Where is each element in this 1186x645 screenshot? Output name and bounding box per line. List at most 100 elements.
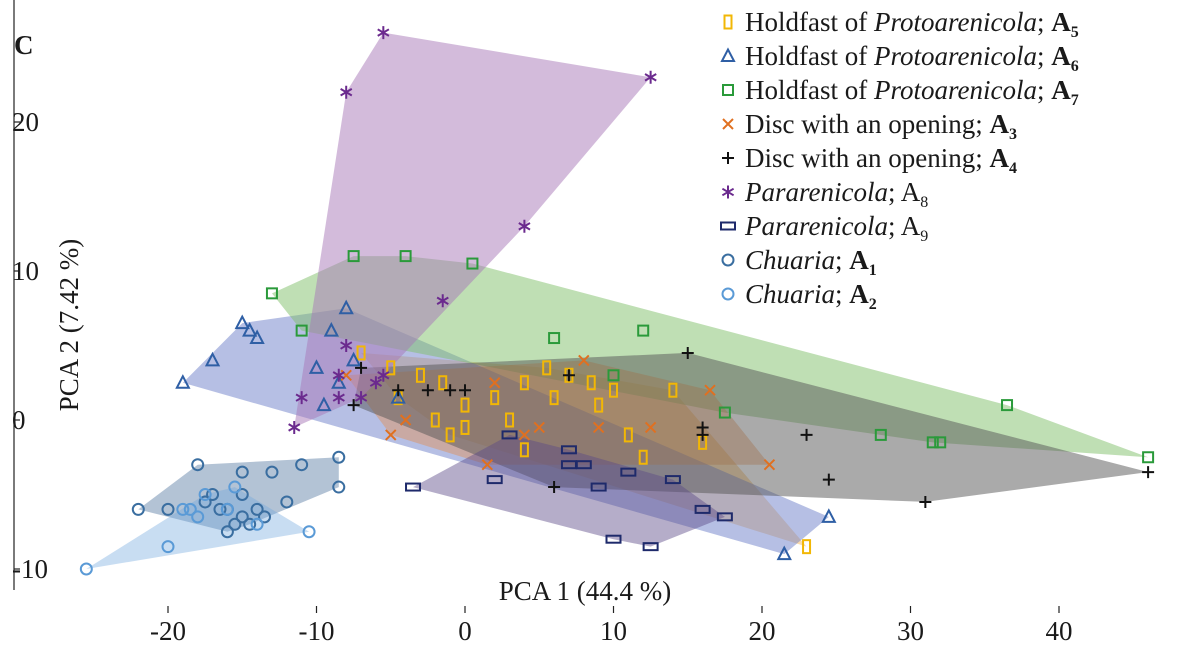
hull-A1 bbox=[138, 457, 339, 532]
point-A6 bbox=[390, 388, 406, 404]
point-A7 bbox=[295, 324, 308, 337]
hull-A8 bbox=[294, 32, 651, 428]
point-A2 bbox=[161, 540, 175, 554]
point-A7 bbox=[1142, 451, 1155, 464]
point-A4 bbox=[1142, 466, 1155, 479]
point-A3 bbox=[481, 458, 493, 471]
point-A6 bbox=[234, 314, 250, 330]
point-A7 bbox=[718, 406, 731, 419]
legend-marker-A3 bbox=[722, 118, 734, 130]
point-A4 bbox=[355, 361, 368, 374]
point-A9 bbox=[590, 482, 607, 492]
point-A1 bbox=[235, 465, 249, 479]
point-A3 bbox=[399, 414, 412, 426]
point-A9 bbox=[501, 430, 518, 440]
x-tick-label: 10 bbox=[600, 616, 627, 645]
point-A5 bbox=[460, 419, 470, 435]
point-A8 bbox=[340, 85, 353, 99]
point-A2 bbox=[198, 488, 212, 501]
point-A9 bbox=[575, 460, 592, 470]
point-A8 bbox=[332, 391, 345, 405]
point-A9 bbox=[664, 475, 681, 485]
point-A4 bbox=[681, 346, 694, 359]
point-A5 bbox=[460, 397, 470, 413]
point-A3 bbox=[533, 421, 545, 434]
point-A1 bbox=[228, 517, 242, 531]
point-A2 bbox=[176, 502, 190, 516]
point-A5 bbox=[542, 360, 552, 376]
legend-label-A7: Holdfast of Protoarenicola; A7 bbox=[745, 75, 1079, 109]
point-A3 bbox=[763, 458, 776, 471]
hull-A7 bbox=[272, 256, 1149, 458]
point-A4 bbox=[421, 384, 434, 397]
point-A6 bbox=[821, 508, 837, 523]
legend-label-A2: Chuaria; A2 bbox=[745, 279, 877, 313]
legend-label-A5: Holdfast of Protoarenicola; A5 bbox=[745, 7, 1079, 41]
point-A9 bbox=[642, 542, 659, 552]
point-A7 bbox=[399, 250, 412, 263]
x-tick-label: -10 bbox=[299, 616, 335, 645]
point-A6 bbox=[316, 396, 332, 412]
point-A7 bbox=[607, 369, 620, 382]
series-A9 bbox=[405, 430, 733, 552]
hull-A2 bbox=[86, 487, 310, 569]
legend-item-A5: Holdfast of Protoarenicola; A5 bbox=[723, 7, 1079, 41]
point-A4 bbox=[347, 399, 360, 412]
point-A4 bbox=[444, 384, 457, 397]
point-A7 bbox=[265, 287, 278, 300]
point-A2 bbox=[302, 525, 316, 539]
point-A3 bbox=[644, 421, 657, 434]
point-A5 bbox=[549, 390, 559, 406]
legend-label-A1: Chuaria; A1 bbox=[745, 245, 877, 279]
point-A2 bbox=[183, 502, 197, 516]
point-A5 bbox=[438, 375, 448, 391]
legend-label-A8: Pararenicola; A8 bbox=[744, 177, 928, 211]
point-A1 bbox=[235, 510, 249, 524]
point-A1 bbox=[295, 458, 309, 472]
x-tick-label: 0 bbox=[458, 616, 472, 645]
point-A1 bbox=[206, 488, 220, 501]
x-tick-label: 30 bbox=[897, 616, 924, 645]
point-A3 bbox=[385, 429, 397, 441]
point-A8 bbox=[332, 368, 345, 382]
legend-label-A6: Holdfast of Protoarenicola; A6 bbox=[745, 41, 1079, 75]
y-tick-label: 10 bbox=[12, 256, 39, 286]
point-A1 bbox=[220, 525, 234, 539]
legend-item-A1: Chuaria; A1 bbox=[721, 245, 877, 279]
series-A4 bbox=[347, 346, 1155, 508]
point-A5 bbox=[490, 390, 500, 406]
point-A7 bbox=[926, 436, 939, 449]
x-ticks: -20 -10 0 10 20 30 40 bbox=[150, 606, 1073, 645]
series-A7 bbox=[265, 250, 1155, 464]
point-A1 bbox=[131, 502, 145, 516]
point-A8 bbox=[436, 294, 449, 308]
legend-marker-A2 bbox=[721, 287, 735, 301]
x-axis-title: PCA 1 (44.4 %) bbox=[499, 576, 672, 606]
point-A8 bbox=[288, 420, 301, 434]
x-axis: -20 -10 0 10 20 30 40 bbox=[150, 606, 1073, 645]
series-A2 bbox=[79, 480, 316, 576]
point-A2 bbox=[79, 562, 93, 576]
x-tick-label: 20 bbox=[749, 616, 776, 645]
point-A8 bbox=[340, 339, 353, 352]
point-A4 bbox=[696, 428, 709, 441]
data-points bbox=[79, 26, 1155, 576]
series-A1 bbox=[131, 450, 346, 539]
point-A4 bbox=[548, 481, 561, 494]
legend-marker-A9 bbox=[720, 221, 736, 231]
y-axis-title: PCA 2 (7.42 %) bbox=[54, 239, 84, 412]
point-A9 bbox=[620, 467, 637, 477]
legend-marker-A4 bbox=[722, 152, 734, 164]
point-A5 bbox=[445, 427, 455, 443]
series-A8 bbox=[288, 26, 657, 434]
point-A9 bbox=[694, 504, 711, 514]
point-A8 bbox=[354, 391, 368, 405]
point-A5 bbox=[430, 412, 440, 428]
point-A3 bbox=[704, 384, 716, 396]
y-tick-label: 20 bbox=[12, 107, 39, 137]
point-A1 bbox=[213, 502, 227, 516]
y-tick-label: 0 bbox=[12, 405, 26, 435]
point-A6 bbox=[175, 374, 191, 389]
point-A7 bbox=[1001, 399, 1014, 412]
